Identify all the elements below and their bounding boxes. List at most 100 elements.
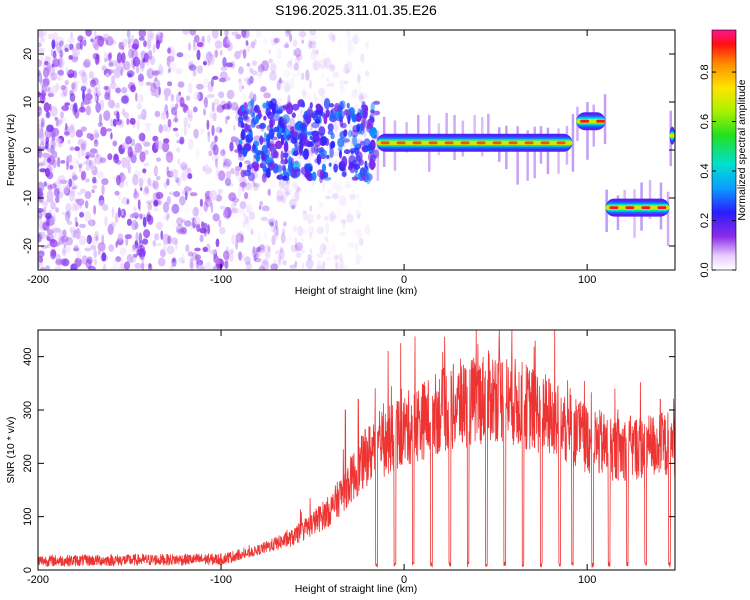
spectrogram-energy-blob — [243, 148, 248, 156]
spectrogram-noise-blob — [293, 63, 299, 71]
spectrogram-energy-blob — [282, 114, 290, 125]
spectrogram-noise-blob — [333, 130, 339, 139]
spectrogram-noise-blob — [282, 260, 287, 266]
spectrogram-noise-blob — [203, 201, 208, 213]
spectrogram-noise-blob — [207, 81, 214, 93]
spectrogram-noise-blob — [346, 30, 351, 39]
spectrogram-energy-blob — [323, 176, 332, 181]
spectrogram-noise-blob — [132, 58, 136, 70]
spectrogram-noise-blob — [91, 189, 95, 194]
spectrogram-noise-blob — [175, 68, 183, 75]
spectrogram-noise-blob — [68, 178, 73, 188]
spectrogram-noise-blob — [321, 73, 326, 79]
spectrogram-noise-blob — [111, 75, 116, 84]
spectrogram-noise-blob — [353, 31, 360, 38]
spectrogram-noise-blob — [346, 60, 353, 73]
spectrogram-noise-blob — [46, 198, 54, 203]
spectrogram-noise-blob — [307, 254, 312, 261]
spectrogram-noise-blob — [284, 186, 289, 198]
spectrogram-noise-blob — [251, 247, 258, 258]
spectrogram-noise-blob — [245, 261, 252, 270]
spectrogram-noise-blob — [138, 249, 146, 260]
spectrogram-noise-blob — [41, 36, 46, 43]
spectrogram-noise-blob — [133, 206, 137, 212]
spectrogram-noise-blob — [96, 152, 99, 158]
spectrogram-energy-blob — [261, 173, 267, 183]
spectrogram-noise-blob — [204, 261, 212, 270]
spectrogram-noise-blob — [152, 192, 160, 201]
spectrogram-noise-blob — [177, 257, 186, 264]
spectrogram-noise-blob — [66, 155, 70, 167]
spectrogram-noise-blob — [139, 213, 143, 220]
spectrogram-noise-blob — [166, 152, 173, 157]
spectrogram-noise-blob — [147, 215, 154, 225]
spectrogram-energy-blob — [366, 144, 373, 151]
spectrogram-noise-blob — [207, 130, 211, 137]
spectrogram-noise-blob — [72, 70, 78, 79]
spectrogram-noise-blob — [346, 48, 353, 56]
spectrogram-noise-blob — [150, 55, 156, 66]
spectrogram-noise-blob — [254, 257, 262, 263]
spectrogram-noise-blob — [84, 191, 92, 199]
spectrogram-noise-blob — [179, 195, 186, 206]
spectrogram-noise-blob — [120, 257, 124, 269]
spectrogram-noise-blob — [281, 228, 286, 235]
spectrogram-noise-blob — [39, 50, 44, 61]
spectrogram-energy-blob — [361, 104, 368, 110]
spectrogram-noise-blob — [47, 61, 52, 70]
spectrogram-energy-blob — [265, 167, 271, 179]
spectrogram-noise-blob — [129, 87, 136, 92]
snr-frame — [37, 329, 676, 571]
spectrogram-noise-blob — [175, 177, 180, 184]
spectrogram-noise-blob — [70, 202, 78, 212]
spectrogram-noise-blob — [137, 244, 146, 252]
spectrogram-noise-blob — [235, 232, 244, 243]
spectrogram-noise-blob — [223, 209, 229, 219]
spectrogram-noise-blob — [249, 211, 256, 220]
spectrogram-noise-blob — [43, 102, 50, 113]
spectrogram-noise-blob — [68, 190, 76, 202]
spectrogram-energy-blob — [364, 160, 368, 168]
spectrogram-noise-blob — [121, 38, 128, 48]
spectrogram-noise-blob — [46, 164, 52, 176]
spectrogram-noise-blob — [235, 34, 242, 40]
spectrogram-noise-blob — [103, 33, 109, 39]
spectrogram-noise-blob — [246, 203, 253, 214]
spectrogram-noise-blob — [136, 248, 140, 256]
spectrogram-noise-blob — [339, 231, 346, 237]
spectrogram-noise-blob — [316, 214, 321, 220]
spectrogram-noise-blob — [81, 150, 84, 157]
spectrogram-noise-blob — [287, 60, 292, 68]
spectrogram-noise-blob — [354, 36, 359, 45]
spectrogram-noise-blob — [66, 210, 72, 218]
spectrogram-noise-blob — [86, 234, 93, 245]
spectrogram-noise-blob — [86, 256, 93, 264]
spectrogram-noise-blob — [88, 71, 94, 79]
spectrogram-noise-blob — [76, 159, 79, 165]
spectrogram-noise-blob — [238, 81, 243, 93]
spectrogram-noise-blob — [264, 250, 271, 259]
spectrogram-noise-blob — [320, 87, 328, 100]
spectrogram-noise-blob — [360, 95, 365, 102]
spectrogram-noise-blob — [316, 49, 319, 55]
spectrogram-noise-blob — [259, 248, 266, 254]
spectrogram-noise-blob — [168, 191, 176, 196]
spectrogram-noise-blob — [193, 128, 199, 139]
spectrogram-noise-blob — [334, 255, 338, 268]
spectrogram-noise-blob — [183, 124, 187, 136]
spectrogram-energy-blob — [253, 154, 259, 159]
spectrogram-noise-blob — [43, 157, 48, 163]
spectrogram-noise-blob — [351, 44, 355, 52]
spectrogram-energy-blob — [271, 136, 278, 141]
spectrogram-noise-blob — [105, 39, 109, 45]
spectrogram-noise-blob — [266, 208, 273, 218]
spectrogram-noise-blob — [51, 213, 57, 224]
spectrogram-noise-blob — [58, 118, 64, 124]
spectrogram-noise-blob — [41, 117, 45, 128]
spectrogram-noise-blob — [157, 257, 166, 267]
spectrogram-noise-blob — [178, 227, 185, 235]
spectrogram-noise-blob — [223, 157, 228, 166]
spectrogram-noise-blob — [310, 50, 318, 61]
spectrogram-energy-blob — [309, 167, 313, 172]
spectrogram-energy-blob — [254, 163, 260, 172]
